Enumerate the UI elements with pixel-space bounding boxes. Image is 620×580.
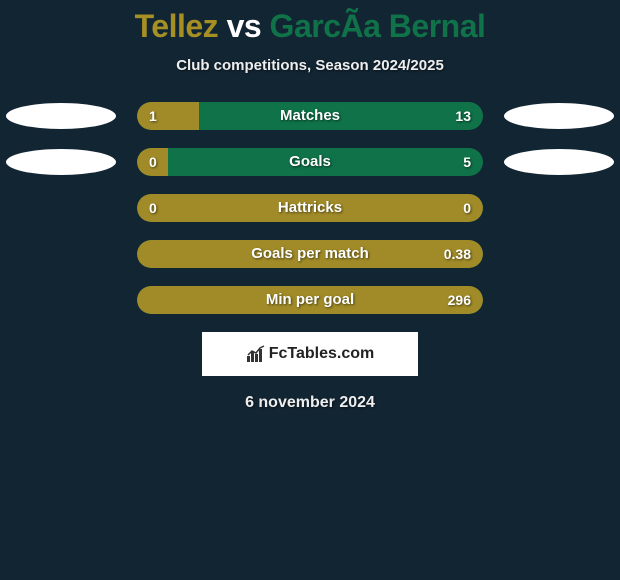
stat-row: Goals per match0.38 xyxy=(0,240,620,268)
stat-bar: Min per goal296 xyxy=(137,286,483,314)
player1-name: Tellez xyxy=(135,8,219,44)
stat-row: Min per goal296 xyxy=(0,286,620,314)
stat-value-right: 296 xyxy=(448,286,471,314)
fctables-logo: FcTables.com xyxy=(246,345,375,363)
player1-badge xyxy=(6,103,116,129)
stat-value-left: 0 xyxy=(149,194,157,222)
stat-row: Hattricks0 0 xyxy=(0,194,620,222)
comparison-title: Tellez vs GarcÃ­a Bernal xyxy=(0,8,620,45)
chart-icon xyxy=(246,345,266,363)
stat-bar: Goals0 5 xyxy=(137,148,483,176)
stat-label: Goals xyxy=(137,148,483,176)
logo-box: FcTables.com xyxy=(202,332,418,376)
stat-label: Matches xyxy=(137,102,483,130)
player1-badge xyxy=(6,149,116,175)
player2-badge xyxy=(504,149,614,175)
logo-text: FcTables.com xyxy=(269,345,375,363)
stat-value-right: 13 xyxy=(455,102,471,130)
stat-value-left: 0 xyxy=(149,148,157,176)
stat-bar: Matches1 13 xyxy=(137,102,483,130)
player2-badge xyxy=(504,103,614,129)
stat-label: Min per goal xyxy=(137,286,483,314)
stat-row: Matches1 13 xyxy=(0,102,620,130)
stat-value-right: 5 xyxy=(463,148,471,176)
stat-value-left: 1 xyxy=(149,102,157,130)
stat-bar: Goals per match0.38 xyxy=(137,240,483,268)
stat-value-right: 0.38 xyxy=(444,240,471,268)
stat-value-right: 0 xyxy=(463,194,471,222)
stat-label: Hattricks xyxy=(137,194,483,222)
vs-text: vs xyxy=(227,8,262,44)
stat-row: Goals0 5 xyxy=(0,148,620,176)
date-text: 6 november 2024 xyxy=(0,394,620,412)
player2-name: GarcÃ­a Bernal xyxy=(270,8,486,44)
stat-bar: Hattricks0 0 xyxy=(137,194,483,222)
subtitle: Club competitions, Season 2024/2025 xyxy=(0,57,620,74)
stat-label: Goals per match xyxy=(137,240,483,268)
